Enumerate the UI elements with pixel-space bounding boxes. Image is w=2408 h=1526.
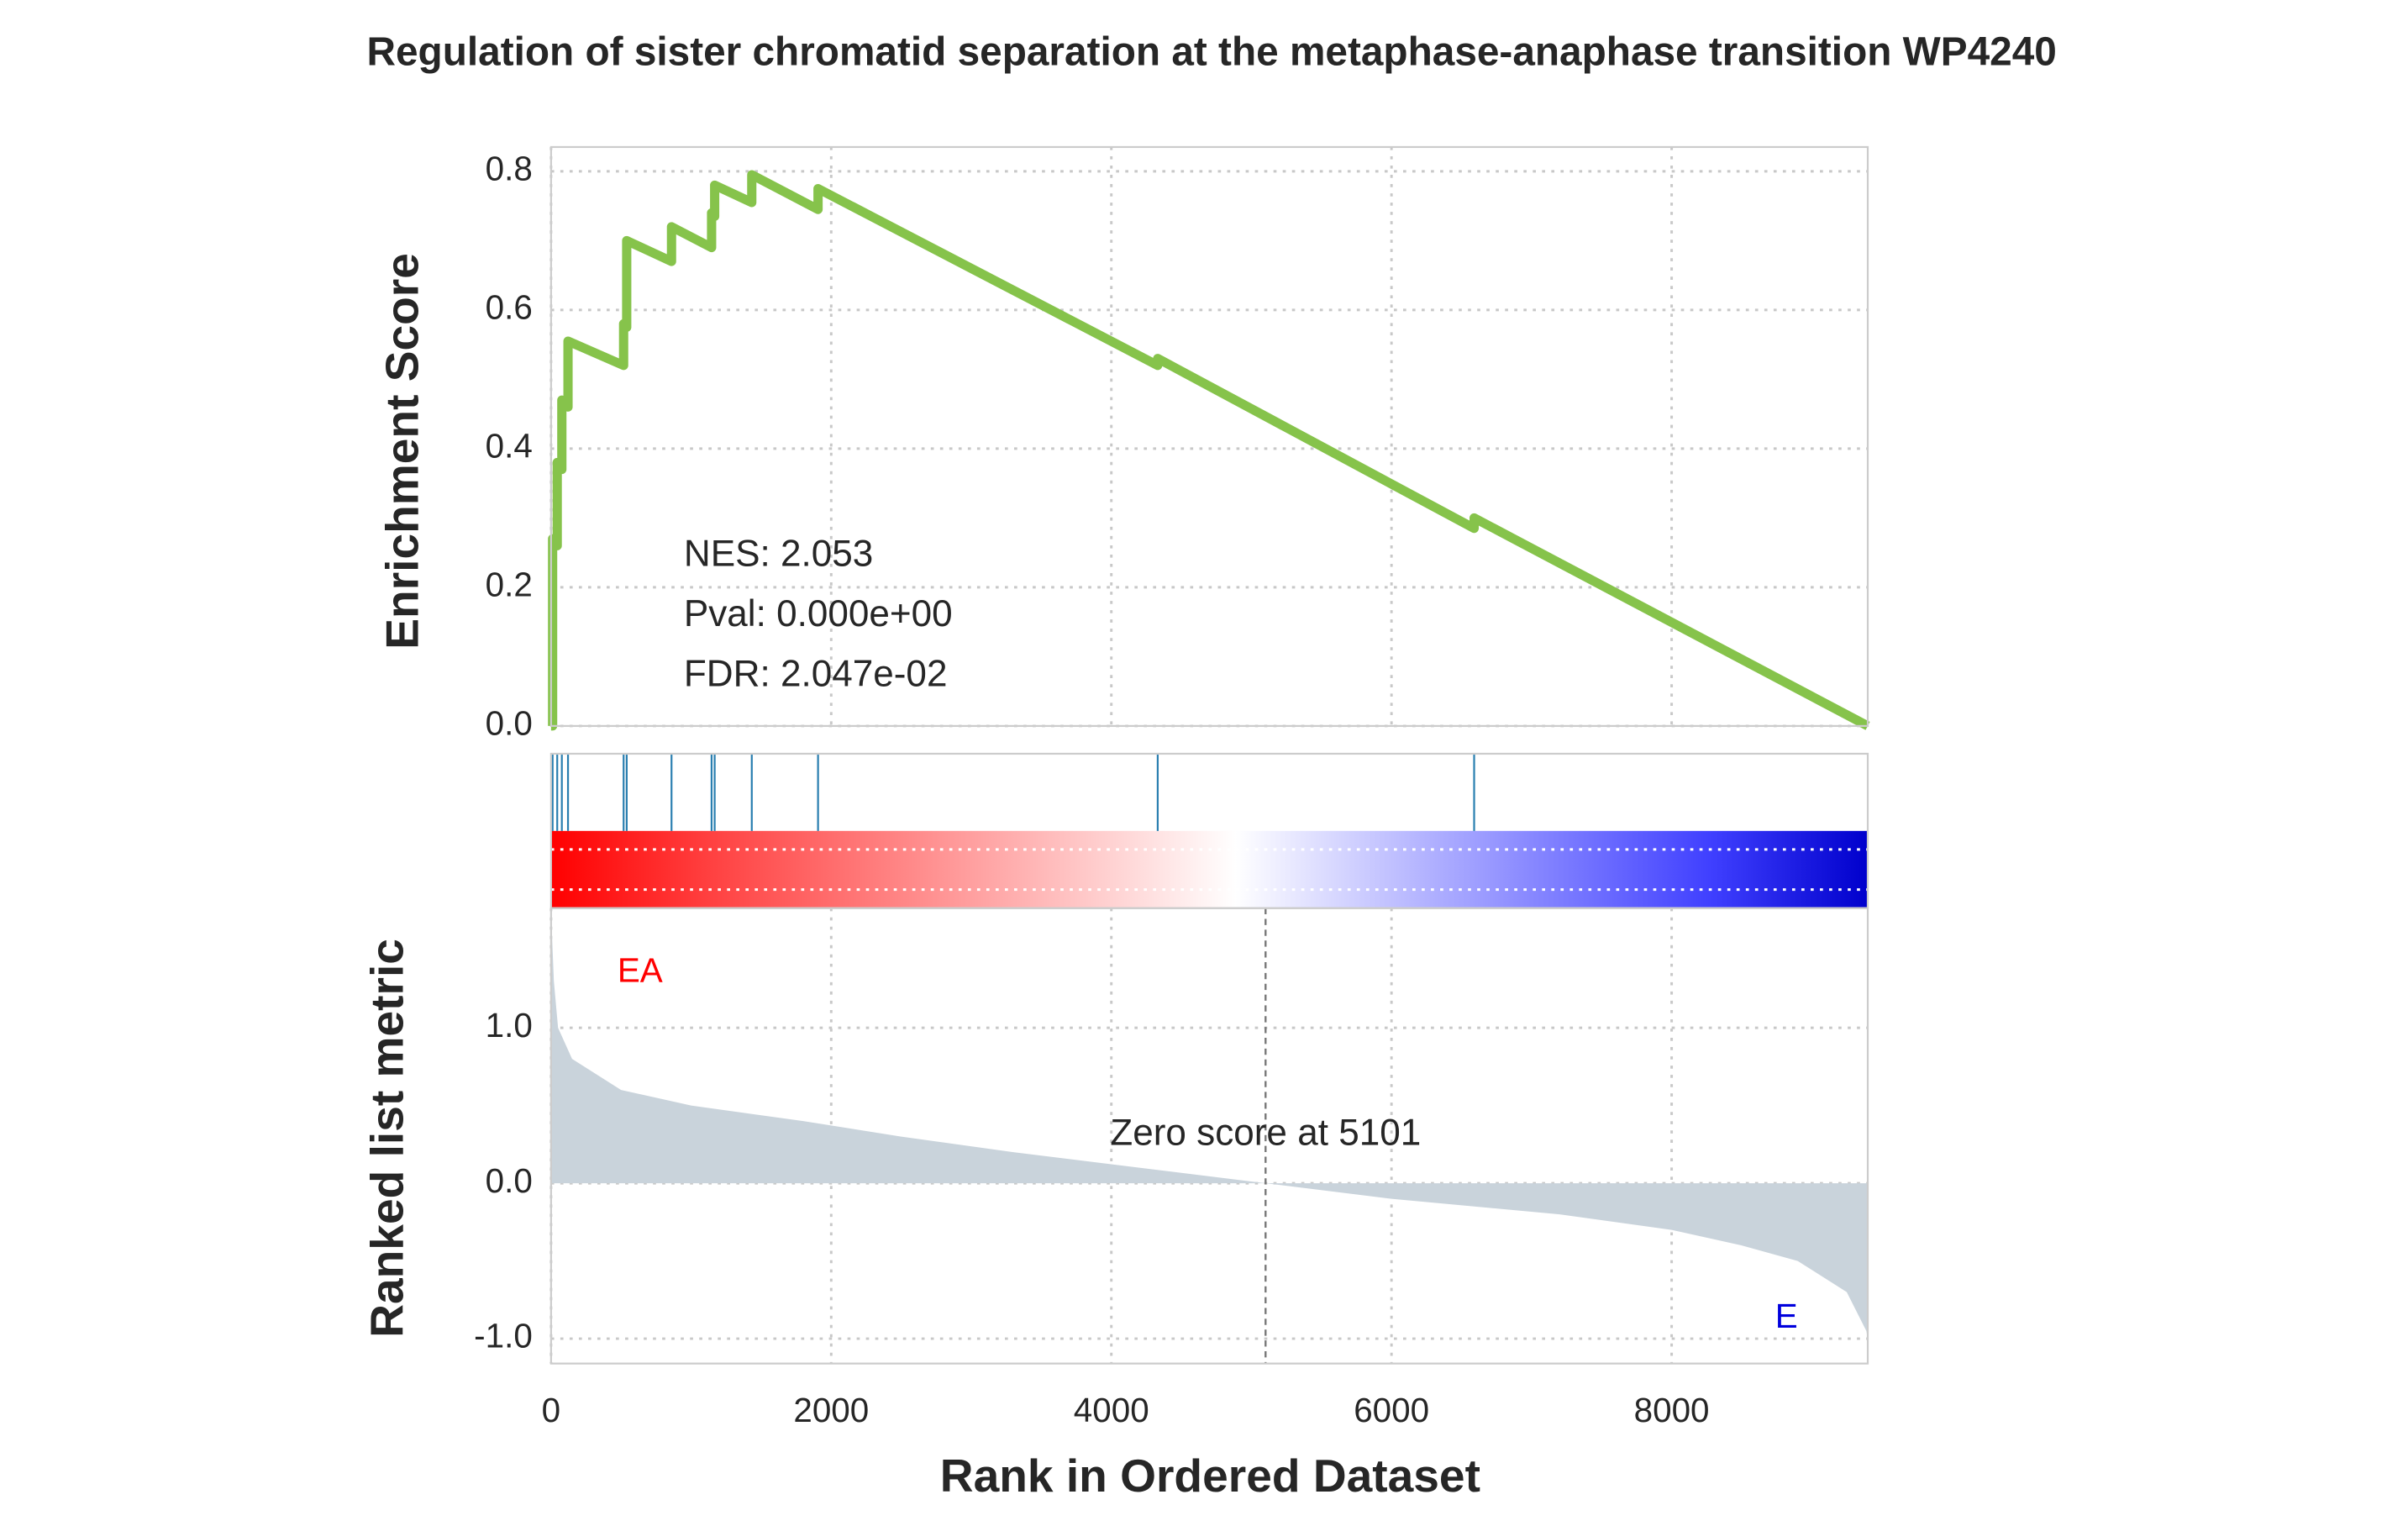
y-tick-label: 0.0	[486, 1161, 533, 1200]
x-tick-label: 2000	[793, 1391, 869, 1429]
bottom-label: E	[1775, 1297, 1798, 1335]
metric-area	[550, 911, 1868, 1339]
y-tick-label: 1.0	[486, 1006, 533, 1045]
x-tick-label: 0	[542, 1391, 560, 1429]
chart-title: Regulation of sister chromatid separatio…	[367, 29, 2057, 74]
y-axis-label: Enrichment Score	[376, 253, 428, 650]
y-tick-label: 0.6	[486, 288, 533, 327]
x-axis-label: Rank in Ordered Dataset	[940, 1450, 1480, 1502]
y-tick-label: 0.8	[486, 150, 533, 188]
stat-text: FDR: 2.047e-02	[684, 654, 948, 695]
plot-frame	[549, 907, 1869, 1365]
plot-frame	[549, 145, 1869, 728]
x-tick-label: 8000	[1634, 1391, 1710, 1429]
y-tick-label: 0.0	[486, 704, 533, 743]
stat-text: Pval: 0.000e+00	[684, 593, 953, 634]
stat-text: NES: 2.053	[684, 533, 873, 574]
x-tick-label: 6000	[1354, 1391, 1429, 1429]
y-tick-label: 0.2	[486, 566, 533, 604]
y-tick-label: 0.4	[486, 427, 533, 466]
color-bar	[550, 830, 1868, 908]
zero-score-label: Zero score at 5101	[1110, 1112, 1421, 1153]
y-axis-label: Ranked list metric	[360, 939, 413, 1338]
top-label: EA	[618, 951, 663, 990]
y-tick-label: -1.0	[474, 1317, 533, 1355]
enrichment-line	[548, 170, 1870, 731]
x-tick-label: 4000	[1074, 1391, 1149, 1429]
